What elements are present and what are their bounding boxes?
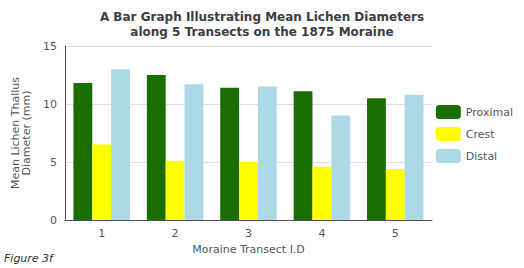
svg-text:Figure 3f: Figure 3f bbox=[4, 252, 55, 265]
svg-text:Diameter (mm): Diameter (mm) bbox=[20, 91, 33, 176]
svg-text:5: 5 bbox=[50, 156, 57, 169]
svg-text:Distal: Distal bbox=[466, 150, 497, 163]
svg-text:1: 1 bbox=[98, 227, 105, 240]
svg-text:2: 2 bbox=[172, 227, 179, 240]
svg-text:10: 10 bbox=[43, 98, 57, 111]
svg-text:5: 5 bbox=[392, 227, 399, 240]
svg-text:0: 0 bbox=[50, 214, 57, 227]
svg-text:A Bar Graph Illustrating Mean: A Bar Graph Illustrating Mean Lichen Dia… bbox=[100, 10, 424, 24]
svg-text:15: 15 bbox=[43, 40, 57, 53]
svg-text:3: 3 bbox=[245, 227, 252, 240]
svg-text:Moraine Transect I.D: Moraine Transect I.D bbox=[192, 243, 305, 256]
svg-text:along 5 Transects on the 1875: along 5 Transects on the 1875 Moraine bbox=[130, 25, 393, 39]
svg-text:Crest: Crest bbox=[466, 128, 495, 141]
svg-text:4: 4 bbox=[318, 227, 325, 240]
svg-text:Mean Lichen Thallus: Mean Lichen Thallus bbox=[9, 76, 23, 190]
svg-text:Proximal: Proximal bbox=[466, 106, 513, 119]
